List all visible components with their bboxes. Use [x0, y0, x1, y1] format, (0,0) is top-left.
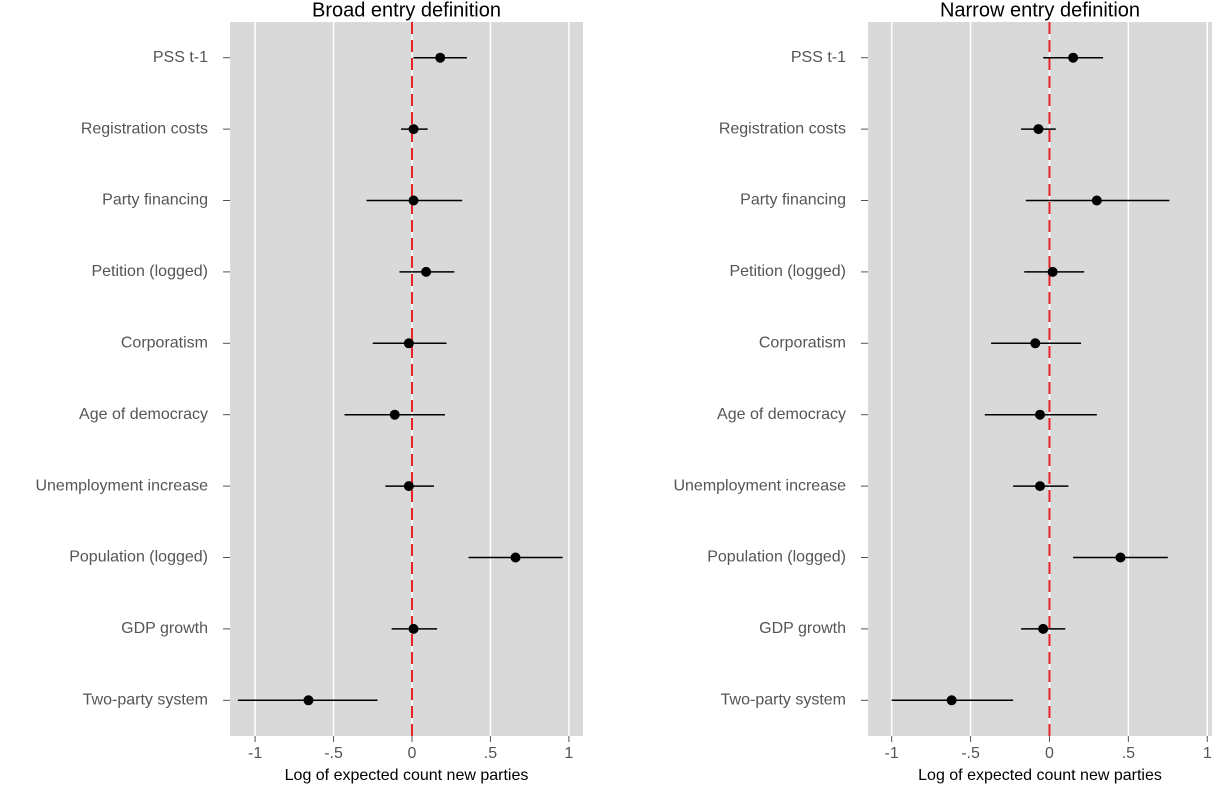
- point: [510, 552, 521, 563]
- y-tick-label: PSS t-1: [791, 49, 846, 66]
- y-tick-label: Corporatism: [759, 335, 846, 352]
- point: [408, 195, 419, 206]
- x-tick-label: 0: [408, 745, 417, 762]
- y-tick-label: Two-party system: [83, 692, 208, 709]
- point: [1047, 266, 1058, 277]
- y-tick-label: Two-party system: [721, 692, 846, 709]
- y-tick-label: Petition (logged): [91, 263, 208, 280]
- x-tick-label: .5: [484, 745, 497, 762]
- x-axis-label: Log of expected count new parties: [285, 767, 529, 784]
- point: [421, 266, 432, 277]
- x-tick-label: -1: [885, 745, 899, 762]
- point: [946, 695, 957, 706]
- chart-title: Narrow entry definition: [940, 0, 1140, 21]
- point: [1035, 409, 1045, 420]
- x-tick-label: -.5: [961, 745, 980, 762]
- y-tick-label: Population (logged): [707, 549, 846, 566]
- y-tick-label: PSS t-1: [153, 49, 208, 66]
- plot-background: [868, 22, 1212, 736]
- point: [303, 695, 314, 706]
- y-tick-label: Age of democracy: [79, 406, 208, 423]
- point: [1030, 338, 1041, 349]
- y-tick-label: Registration costs: [81, 120, 208, 137]
- x-tick-label: 1: [564, 745, 573, 762]
- y-tick-label: Age of democracy: [717, 406, 846, 423]
- x-tick-label: -.5: [324, 745, 343, 762]
- y-tick-label: Party financing: [740, 192, 846, 209]
- point: [1068, 52, 1079, 63]
- x-tick-label: 1: [1203, 745, 1212, 762]
- y-tick-label: Corporatism: [121, 335, 208, 352]
- point: [1035, 481, 1045, 492]
- y-tick-label: GDP growth: [759, 620, 846, 637]
- point: [408, 124, 419, 135]
- point: [1033, 124, 1044, 135]
- point: [1091, 195, 1102, 206]
- point: [389, 409, 400, 420]
- point: [1115, 552, 1126, 563]
- point: [403, 338, 414, 349]
- x-tick-label: .5: [1122, 745, 1135, 762]
- point: [435, 52, 446, 63]
- y-tick-label: Population (logged): [69, 549, 208, 566]
- x-axis-label: Log of expected count new parties: [918, 767, 1162, 784]
- y-tick-label: Registration costs: [719, 120, 846, 137]
- point: [403, 481, 414, 492]
- x-tick-label: -1: [248, 745, 262, 762]
- y-tick-label: Petition (logged): [729, 263, 846, 280]
- plot-background: [230, 22, 583, 736]
- chart-title: Broad entry definition: [312, 0, 501, 21]
- y-tick-label: GDP growth: [121, 620, 208, 637]
- y-tick-label: Unemployment increase: [673, 477, 846, 494]
- point: [408, 623, 419, 634]
- point: [1038, 623, 1049, 634]
- x-tick-label: 0: [1045, 745, 1054, 762]
- y-tick-label: Party financing: [102, 192, 208, 209]
- y-tick-label: Unemployment increase: [35, 477, 208, 494]
